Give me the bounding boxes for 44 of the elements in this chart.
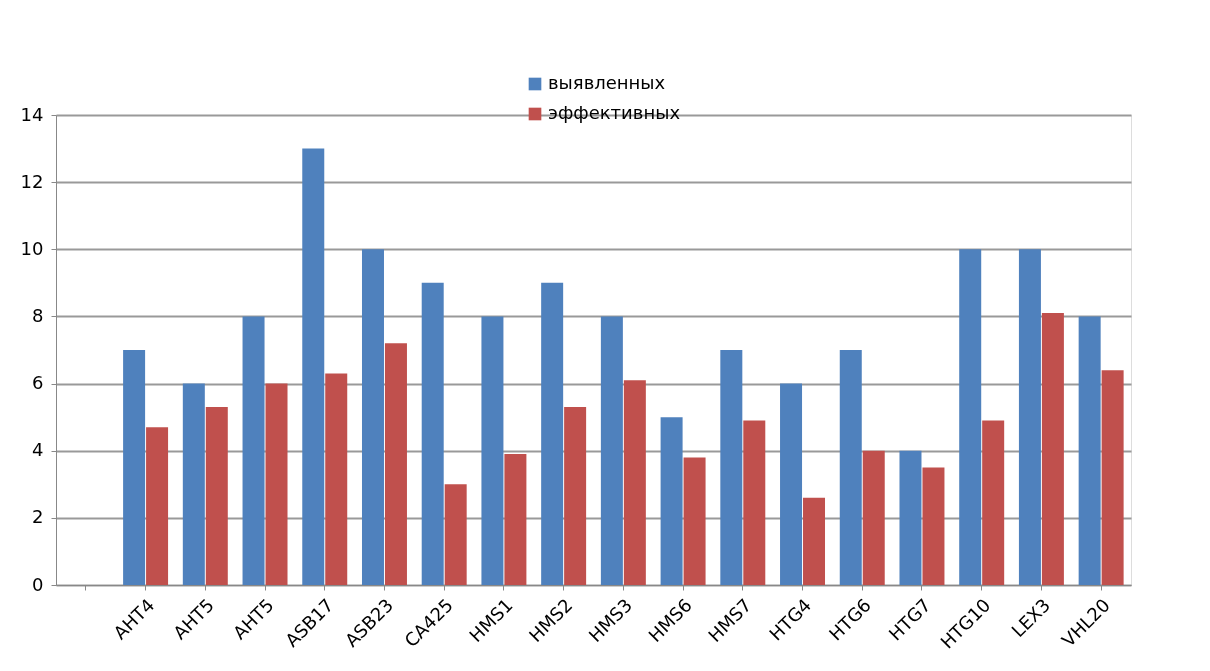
bar bbox=[899, 450, 922, 585]
bar bbox=[123, 350, 146, 585]
bar bbox=[146, 427, 169, 585]
y-tick-label: 6 bbox=[32, 372, 44, 394]
bar bbox=[959, 249, 982, 585]
bar bbox=[743, 420, 766, 585]
bar bbox=[564, 407, 587, 585]
bar bbox=[504, 454, 527, 585]
y-tick-label: 12 bbox=[20, 170, 44, 192]
bar bbox=[481, 316, 504, 585]
bar bbox=[205, 407, 228, 585]
y-tick-label: 14 bbox=[20, 103, 44, 125]
y-tick-label: 4 bbox=[32, 439, 44, 461]
bar bbox=[803, 497, 826, 585]
bar bbox=[361, 249, 384, 585]
bar bbox=[720, 350, 743, 585]
bar bbox=[982, 420, 1005, 585]
bar bbox=[660, 417, 683, 585]
bar bbox=[780, 383, 803, 585]
bar bbox=[384, 343, 407, 585]
bar bbox=[862, 450, 885, 585]
bar bbox=[302, 148, 325, 585]
bar bbox=[325, 373, 348, 585]
bar bbox=[623, 380, 646, 585]
bar bbox=[541, 282, 564, 585]
bar bbox=[265, 383, 288, 585]
bar bbox=[683, 457, 706, 585]
bar bbox=[421, 282, 444, 585]
bar bbox=[444, 484, 467, 585]
bar bbox=[600, 316, 623, 585]
bar bbox=[242, 316, 265, 585]
legend-label: эффективных bbox=[548, 102, 681, 123]
bar bbox=[839, 350, 862, 585]
y-tick-label: 2 bbox=[32, 506, 44, 528]
bar bbox=[182, 383, 205, 585]
y-tick-label: 0 bbox=[32, 573, 44, 595]
legend-label: выявленных bbox=[548, 72, 666, 93]
bar bbox=[1101, 370, 1124, 585]
y-tick-label: 10 bbox=[20, 237, 44, 259]
bar bbox=[1078, 316, 1101, 585]
bar bbox=[1041, 313, 1064, 585]
bar bbox=[922, 467, 945, 585]
bar bbox=[1018, 249, 1041, 585]
y-tick-label: 8 bbox=[32, 304, 44, 326]
